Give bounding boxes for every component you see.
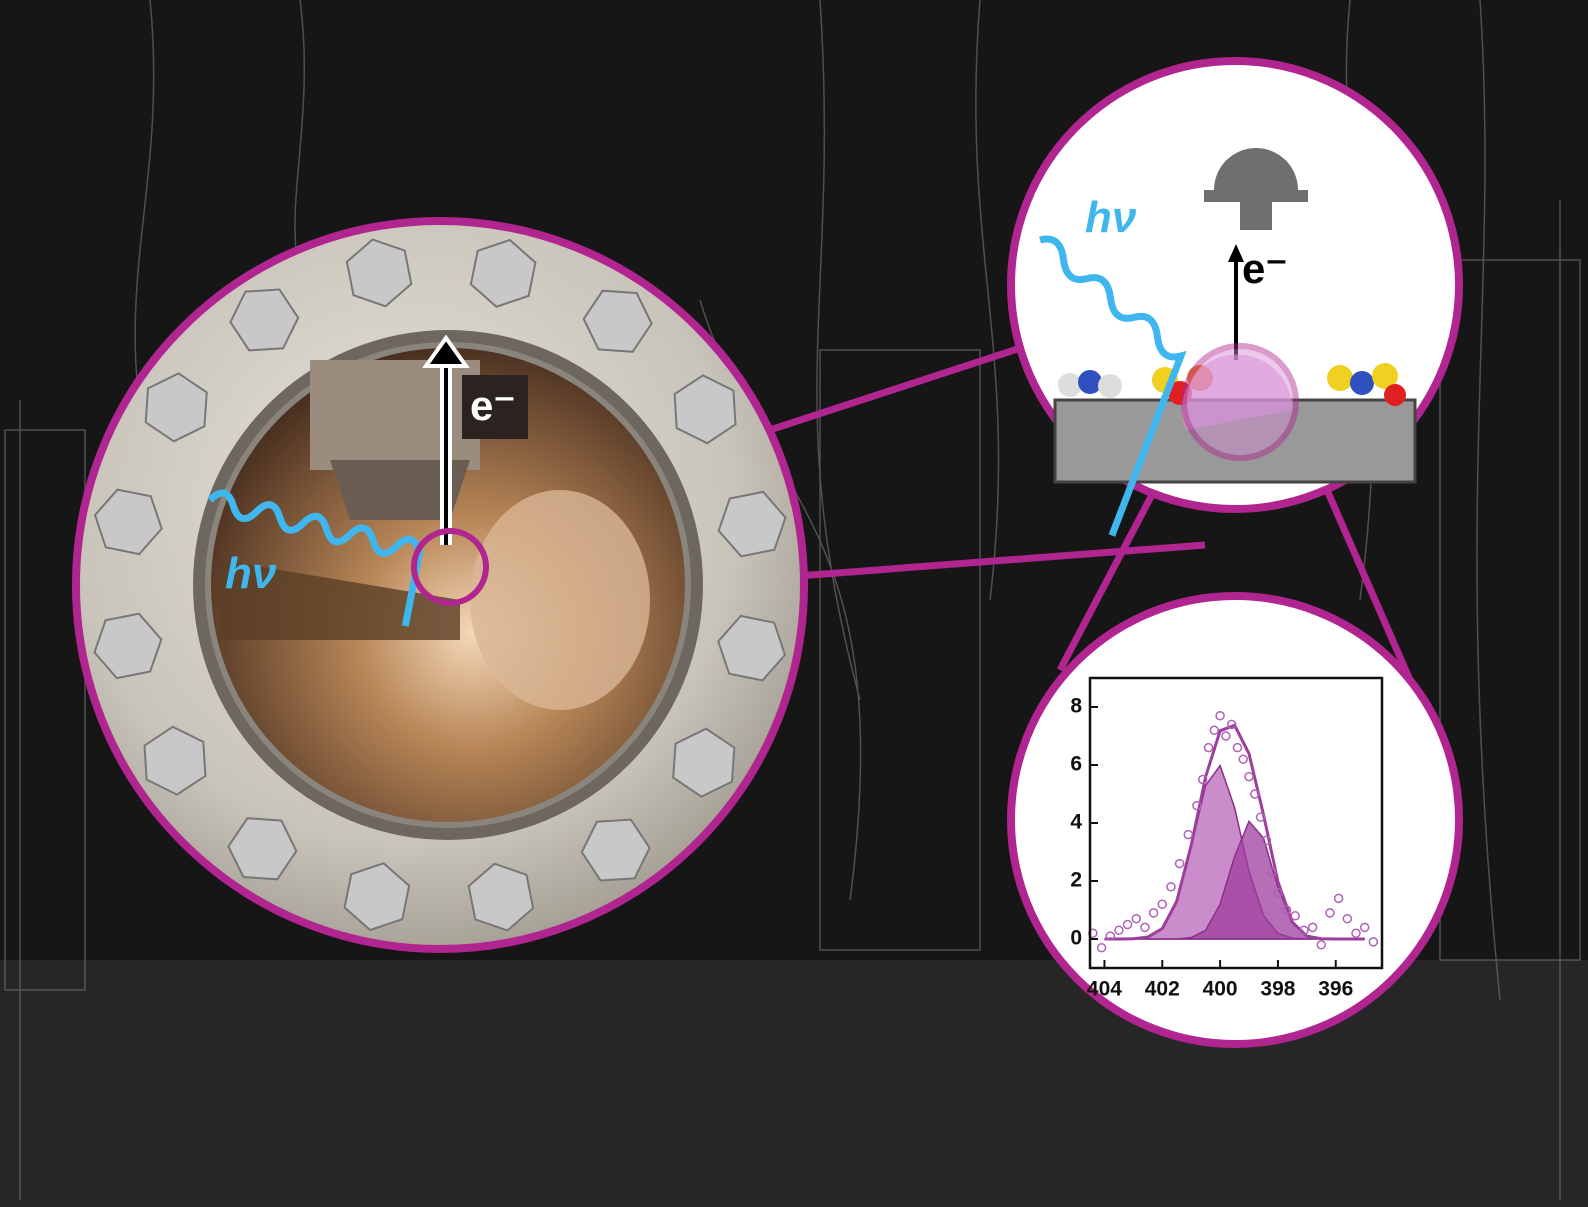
data-point [1157, 899, 1168, 909]
bolt [717, 490, 787, 558]
bolt [580, 818, 651, 882]
data-point [1333, 893, 1344, 904]
photon-label: hν [1085, 193, 1137, 242]
bolt [467, 862, 535, 932]
bolt [144, 372, 208, 443]
data-point [1325, 908, 1335, 918]
data-point [1174, 858, 1185, 869]
y-tick-label: 0 [1070, 927, 1082, 950]
bolt [93, 488, 163, 556]
spectrum-circle: 0 2 4 6 8 404 402 400 398 396 [1007, 592, 1463, 1048]
bolt [229, 288, 300, 352]
bolt [672, 727, 736, 798]
data-point [1359, 922, 1370, 933]
data-point [1316, 940, 1327, 950]
x-tick-label: 396 [1318, 978, 1353, 1001]
viewport-flange [72, 217, 808, 953]
bolt [582, 289, 653, 353]
data-point [1148, 908, 1159, 918]
electron-label: e⁻ [470, 382, 516, 429]
bolt [343, 862, 411, 932]
x-tick-label: 402 [1145, 978, 1180, 1001]
data-point [1166, 882, 1176, 892]
data-point [1140, 922, 1150, 933]
left-labels: e⁻ hν [207, 334, 528, 627]
data-point [1244, 771, 1254, 782]
x-tick-label: 404 [1087, 978, 1122, 1001]
y-tick-label: 6 [1070, 753, 1082, 776]
data-point [1232, 742, 1243, 753]
data-point [1183, 829, 1194, 840]
data-point [1299, 925, 1309, 936]
bolt [345, 238, 413, 308]
envelope-line [1104, 723, 1365, 941]
y-tick-label: 8 [1070, 695, 1082, 718]
data-point [1250, 789, 1260, 799]
data-point [1307, 922, 1318, 933]
data-point [1122, 919, 1133, 930]
data-point [1281, 905, 1292, 915]
data-point [1238, 754, 1248, 764]
data-point [1261, 835, 1272, 846]
data-point [1192, 800, 1202, 811]
data-point [1105, 931, 1115, 941]
x-tick-label: 400 [1203, 978, 1238, 1001]
x-tick-label: 398 [1260, 978, 1295, 1001]
y-tick-label: 4 [1070, 811, 1082, 834]
y-tick-label: 2 [1070, 869, 1082, 892]
data-point [1342, 913, 1353, 924]
data-point [1203, 742, 1214, 753]
bolt [673, 374, 737, 445]
data-point [1096, 942, 1107, 953]
data-point [1273, 887, 1283, 898]
data-point [1226, 719, 1237, 730]
data-point [1368, 937, 1379, 947]
schematic-circle: e⁻ hν [1007, 57, 1463, 537]
electron-label: e⁻ [1242, 245, 1288, 292]
data-point [1198, 774, 1208, 785]
data-point [1221, 731, 1231, 741]
bolt [93, 612, 163, 680]
photon-label: hν [225, 549, 277, 598]
bolt [717, 614, 787, 682]
data-point [1255, 812, 1266, 822]
bolt [469, 238, 537, 308]
data-point [1267, 867, 1277, 878]
data-point [1114, 925, 1124, 936]
bolt [143, 725, 207, 796]
data-point [1131, 913, 1142, 924]
data-point [1209, 725, 1220, 735]
data-point [1290, 911, 1301, 921]
data-point [1215, 710, 1225, 721]
bolt [227, 817, 298, 881]
data-point [1351, 928, 1361, 938]
